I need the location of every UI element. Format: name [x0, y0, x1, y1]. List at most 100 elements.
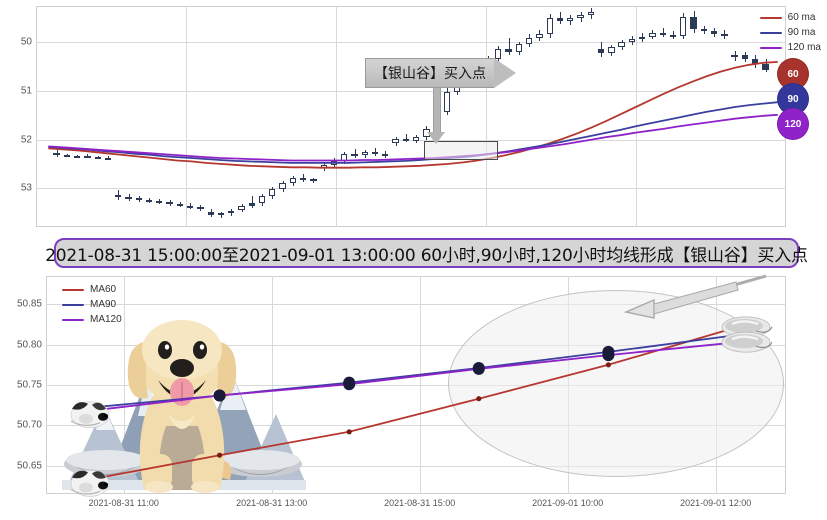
legend-label-60ma: 60 ma: [787, 12, 816, 23]
candle-body: [526, 37, 533, 45]
candle-body: [269, 189, 276, 196]
candle-body: [197, 206, 204, 210]
signal-banner: 2021-08-31 15:00:00至2021-09-01 13:00:00 …: [45, 238, 808, 268]
legend-row-120ma: 120 ma: [759, 40, 821, 55]
y-tick-label: 50.75: [16, 379, 42, 391]
data-point-MA60: [217, 452, 223, 458]
candle-body: [577, 15, 584, 19]
legend-swatch-ma120: [62, 318, 84, 321]
gridline-horizontal: [36, 139, 786, 141]
gridline-horizontal: [46, 304, 786, 306]
candle-body: [505, 49, 512, 53]
candle-body: [299, 178, 307, 181]
ma-line-MA120: [89, 341, 739, 412]
bottom-ma-panel: 50.85 50.80 50.75 50.70 50.65 2021-08-31 11:…: [0, 272, 827, 520]
candle-body: [597, 49, 605, 54]
top-candlestick-panel: 53 52 51 50 【银山谷】买入点 60 ma 90 ma: [0, 0, 827, 232]
candle-body: [84, 156, 91, 159]
legend-label-ma60: MA60: [90, 284, 117, 295]
legend-row-ma60: MA60: [62, 282, 122, 297]
legend-swatch-ma60: [62, 288, 84, 291]
candle-body: [125, 196, 132, 199]
legend-swatch-60ma: [759, 16, 782, 19]
data-point-MA120: [472, 362, 485, 375]
candle-body: [680, 17, 687, 36]
down-arrow-icon: [427, 88, 445, 144]
candle-body: [628, 38, 636, 43]
marker-decorations: [70, 316, 773, 497]
x-tick-label: 2021-09-01 12:00: [680, 498, 752, 508]
data-point-MA60: [605, 362, 612, 368]
candle-body: [669, 34, 677, 37]
data-point-MA120: [602, 349, 615, 362]
y-tick-label: 52: [20, 134, 32, 146]
candle-body: [741, 55, 749, 59]
candle-body: [710, 30, 718, 34]
candle-body: [279, 183, 286, 190]
annotation-body: 【银山谷】买入点: [365, 58, 494, 88]
y-tick-label: 53: [20, 182, 32, 194]
x-tick-label: 2021-09-01 10:00: [532, 498, 604, 508]
candle-body: [536, 33, 543, 38]
candle-body: [156, 200, 163, 203]
top-legend: 60 ma 90 ma 120 ma: [759, 10, 821, 55]
annotation-label: 【银山谷】买入点: [374, 66, 486, 82]
candle-body: [546, 18, 553, 34]
x-tick-label: 2021-08-31 13:00: [236, 498, 308, 508]
gridline-horizontal: [36, 188, 786, 190]
candle-body: [53, 153, 60, 156]
candle-body: [762, 63, 769, 70]
legend-row-60ma: 60 ma: [759, 10, 821, 25]
candle-body: [659, 32, 666, 35]
legend-label-90ma: 90 ma: [787, 27, 816, 38]
data-point-MA60: [346, 429, 352, 435]
y-tick-label: 50.70: [16, 419, 42, 431]
candle-wick: [405, 133, 407, 143]
buy-point-annotation: 【银山谷】买入点: [365, 58, 516, 88]
gridline-vertical: [336, 6, 337, 227]
candle-body: [690, 17, 697, 29]
gridline-vertical: [486, 6, 487, 227]
ma-line-90ma: [48, 101, 778, 164]
signal-banner-text: 2021-08-31 15:00:00至2021-09-01 13:00:00 …: [45, 245, 808, 266]
gridline-vertical: [636, 6, 637, 227]
legend-swatch-120ma: [759, 46, 782, 49]
candle-body: [310, 179, 317, 182]
legend-label-ma90: MA90: [90, 299, 117, 310]
candle-wick: [87, 154, 89, 158]
callout-arrow-icon: [623, 274, 767, 319]
bottom-legend: MA60 MA90 MA120: [62, 282, 122, 327]
candle-body: [608, 47, 615, 54]
legend-row-ma90: MA90: [62, 297, 122, 312]
legend-label-ma120: MA120: [90, 314, 122, 325]
candle-body: [228, 210, 235, 214]
candle-body: [351, 154, 358, 157]
candle-wick: [251, 195, 253, 209]
gridline-vertical: [271, 276, 273, 494]
gridline-horizontal: [46, 385, 786, 386]
candle-body: [515, 44, 523, 53]
gridline-horizontal: [46, 425, 786, 427]
gridline-horizontal: [36, 42, 786, 44]
ma-line-120ma: [48, 113, 778, 162]
candle-body: [618, 42, 625, 48]
cross-highlight-rect: [424, 141, 498, 160]
candle-body: [115, 194, 122, 197]
right-arrow-icon: [494, 58, 516, 88]
y-tick-label: 50.65: [16, 460, 42, 472]
gridline-vertical: [123, 276, 125, 494]
legend-swatch-ma90: [62, 303, 84, 306]
dog-bowl-marker: [721, 331, 773, 355]
candle-body: [443, 92, 451, 113]
candle-body: [73, 156, 81, 159]
gridline-vertical: [419, 276, 421, 494]
candle-body: [145, 199, 153, 202]
candle-body: [135, 197, 142, 200]
candle-body: [104, 158, 112, 160]
candle-body: [258, 195, 266, 203]
candle-body: [587, 12, 594, 16]
candle-body: [556, 18, 564, 21]
candle-wick: [508, 37, 510, 56]
candle-wick: [303, 173, 305, 183]
legend-row-ma120: MA120: [62, 312, 122, 327]
